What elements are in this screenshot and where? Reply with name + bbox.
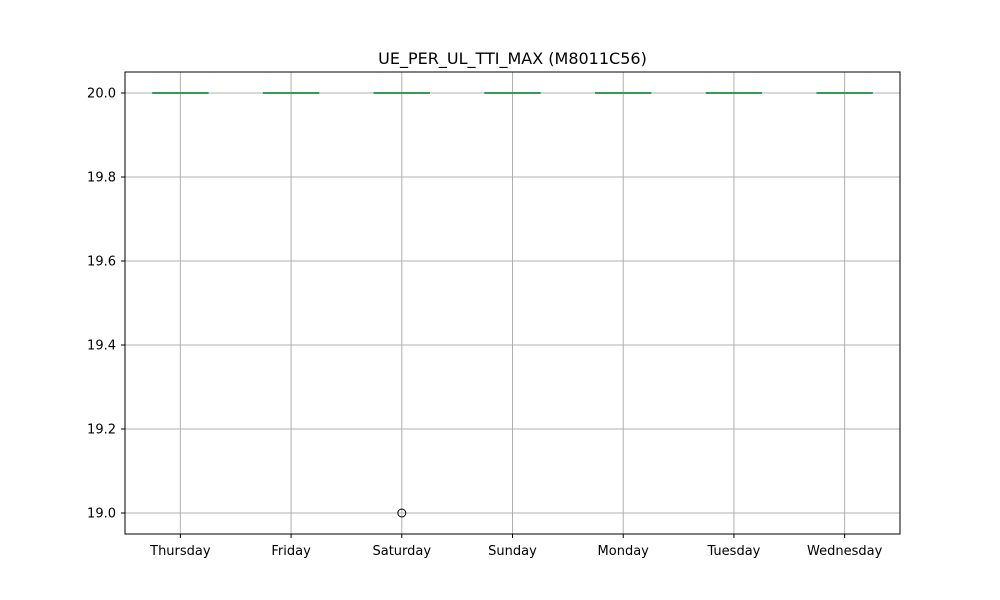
box-saturday	[373, 92, 430, 518]
grid-lines	[125, 72, 900, 534]
x-tick-label: Sunday	[488, 544, 537, 559]
x-tick-label: Saturday	[372, 544, 431, 559]
box-outlier-point	[397, 508, 407, 518]
box-monday	[595, 92, 652, 94]
x-axis: Thursday Friday Saturday Sunday Monday Tuesda…	[149, 534, 883, 559]
y-tick-label: 20.0	[87, 87, 116, 102]
y-axis: 19.0 19.2 19.4 19.6 19.8 20.0	[87, 87, 125, 522]
box-tuesday	[705, 92, 763, 94]
y-tick-label: 19.0	[87, 507, 116, 522]
box-series	[152, 92, 873, 518]
x-tick-label: Friday	[271, 544, 311, 559]
y-tick-label: 19.8	[87, 171, 116, 186]
chart-title: UE_PER_UL_TTI_MAX (M8011C56)	[378, 49, 647, 69]
box-sunday	[484, 92, 541, 94]
x-tick-label: Wednesday	[807, 544, 883, 559]
box-thursday	[152, 92, 209, 94]
x-tick-label: Thursday	[149, 544, 211, 559]
y-tick-label: 19.4	[87, 339, 116, 354]
y-tick-label: 19.6	[87, 255, 116, 270]
x-tick-label: Monday	[598, 544, 650, 559]
box-friday	[262, 92, 320, 94]
x-tick-label: Tuesday	[706, 544, 760, 559]
box-wednesday	[816, 92, 873, 94]
y-tick-label: 19.2	[87, 423, 116, 438]
